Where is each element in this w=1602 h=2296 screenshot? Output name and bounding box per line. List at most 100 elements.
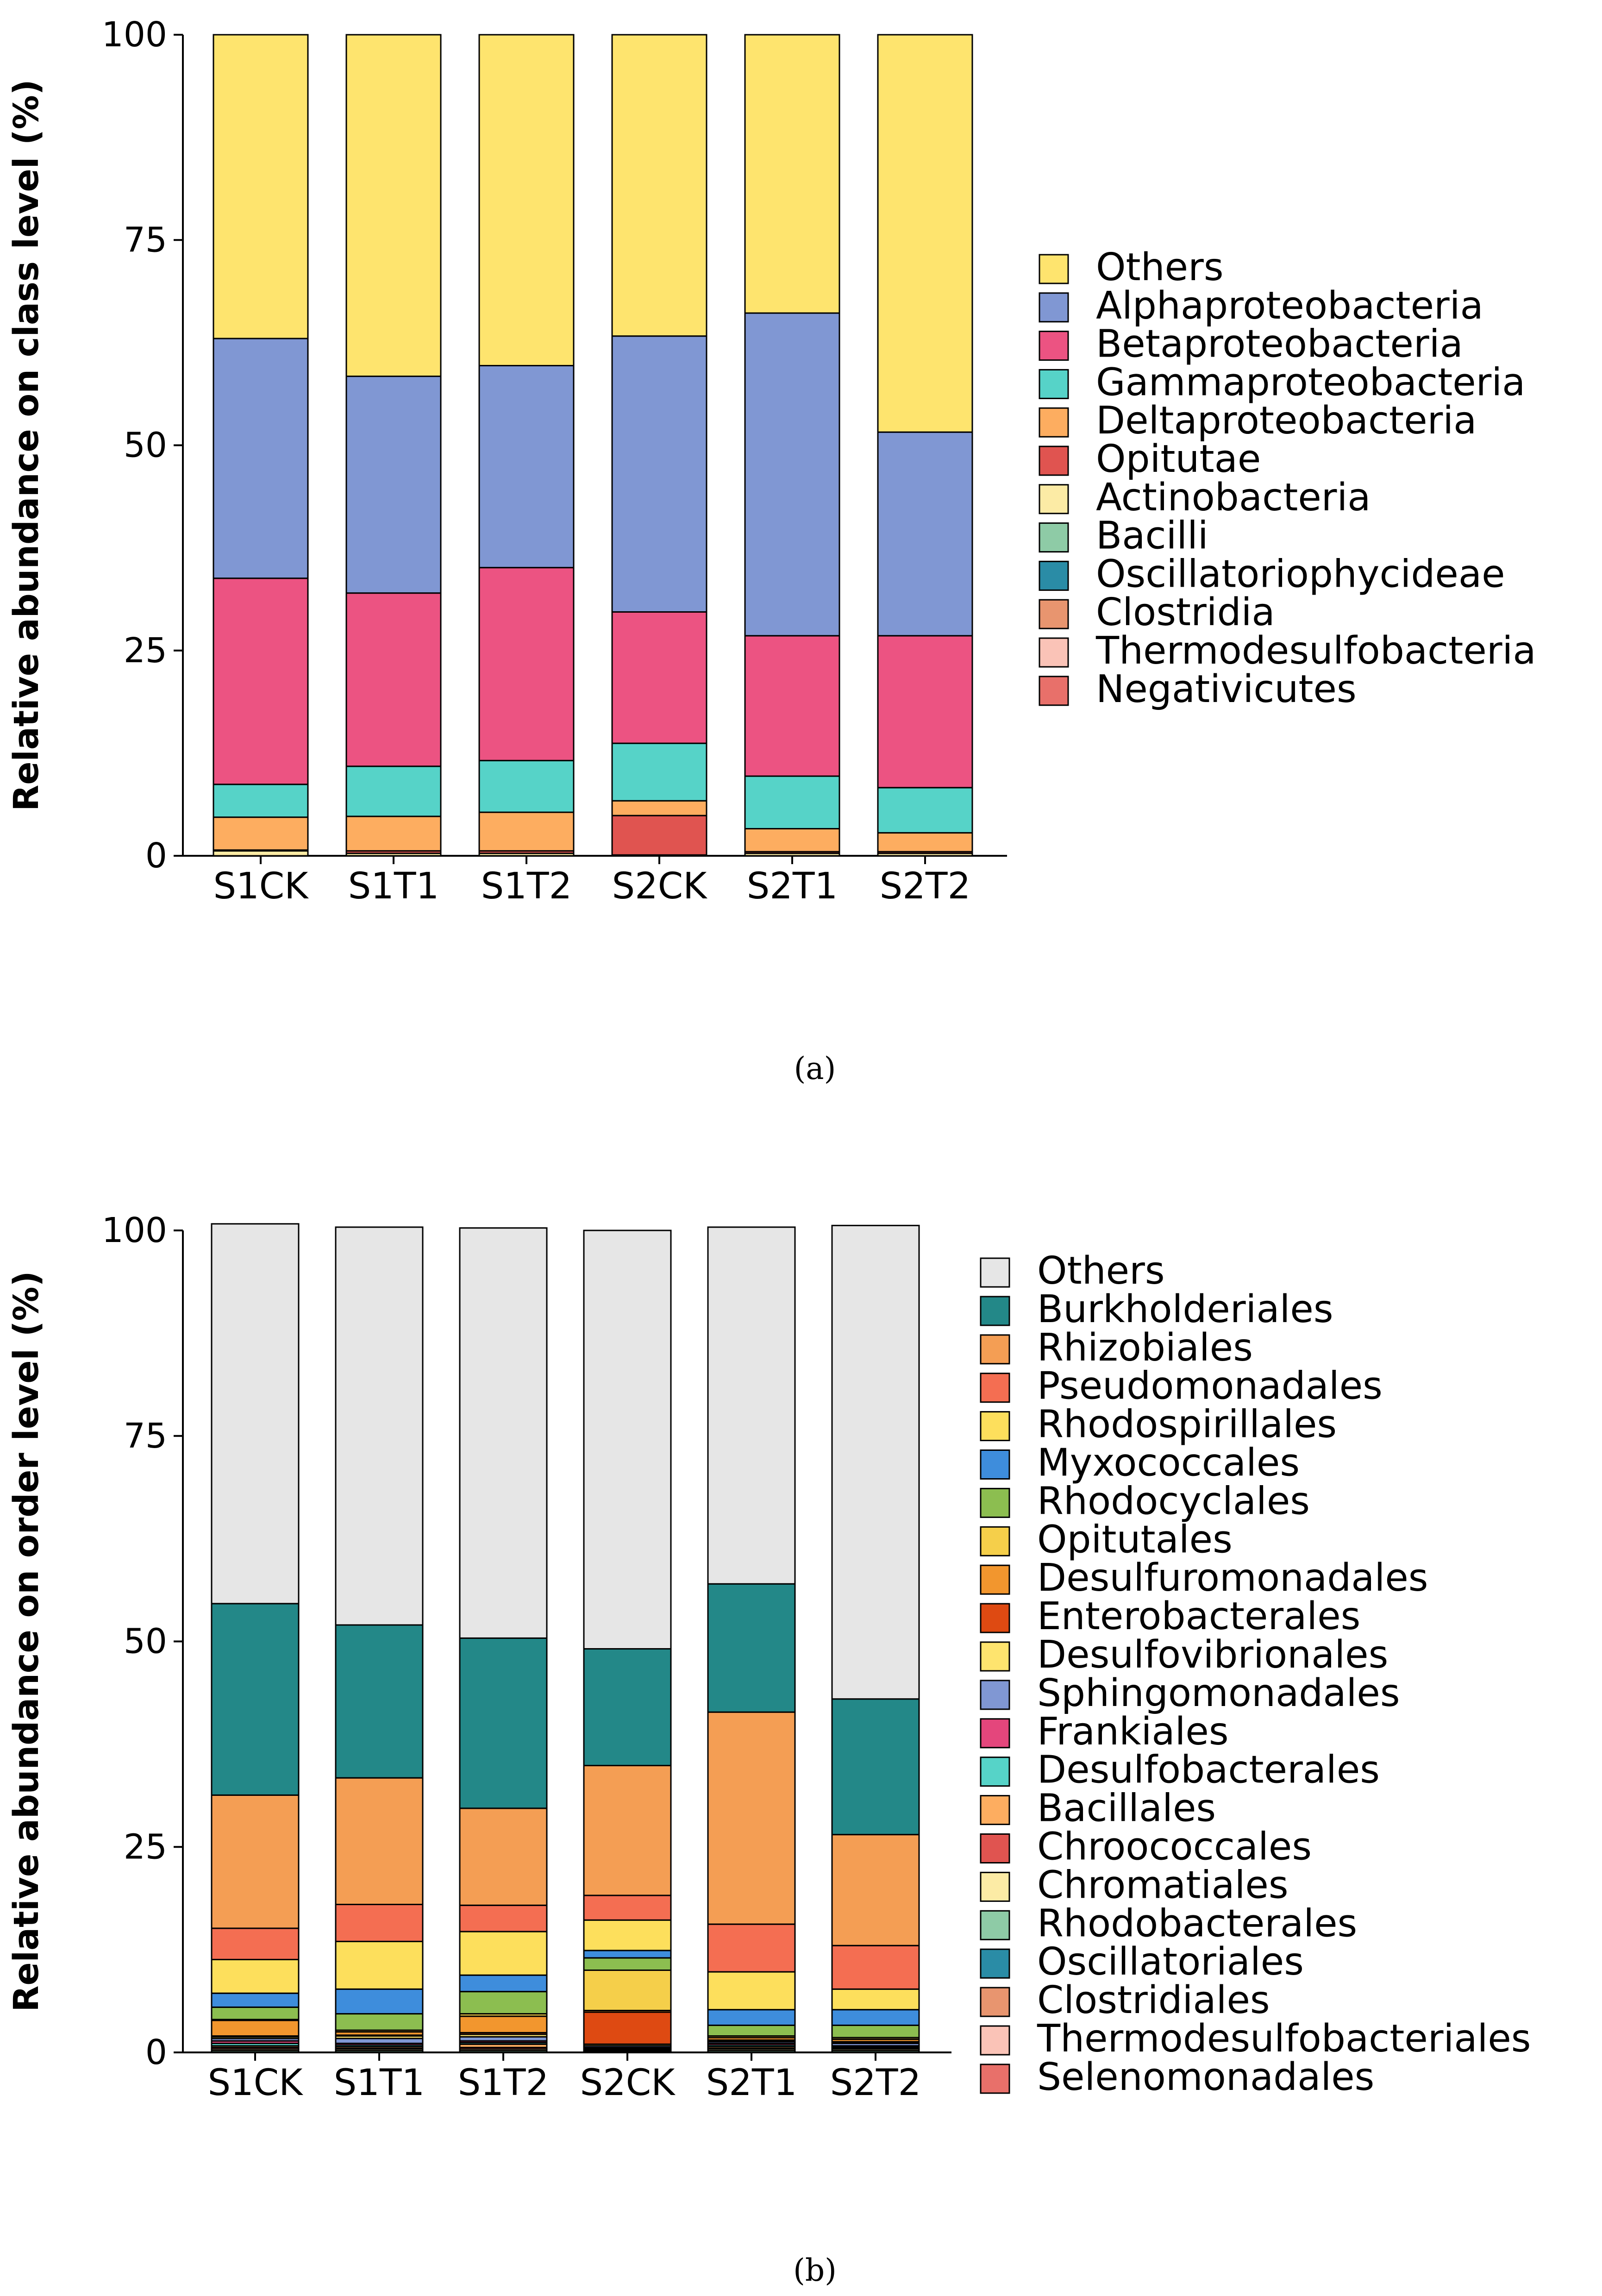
bar-segment-s1ck-gammaproteobacteria xyxy=(213,784,309,818)
legend-label-rhodobacterales: Rhodobacterales xyxy=(1037,1901,1357,1945)
legend-label-opitutales: Opitutales xyxy=(1037,1518,1233,1562)
bar-segment-s1ck-myxococcales xyxy=(211,1992,300,2008)
bar-segment-s2ck-enterobacterales xyxy=(583,2011,672,2045)
class-level-chart: 0 25 50 75 100 Relative abundance on class le… xyxy=(6,15,1536,907)
legend-label-bacilli: Bacilli xyxy=(1096,514,1208,558)
legend-swatch-enterobacterales xyxy=(980,1603,1010,1633)
x-tick-label: S1CK xyxy=(208,2062,304,2104)
bar-segment-s2t2-alphaproteobacteria xyxy=(877,431,973,637)
bar-segment-s1ck-rhizobiales xyxy=(211,1794,300,1929)
legend-swatch-gammaproteobacteria xyxy=(1039,369,1069,399)
legend-swatch-oscillatoriales xyxy=(980,1948,1010,1979)
bar-segment-s2t1-pseudomonadales xyxy=(707,1923,796,1973)
legend-swatch-rhizobiales xyxy=(980,1334,1010,1365)
bar-segment-s2t2-pseudomonadales xyxy=(831,1945,920,1990)
bar-segment-s1t2-others xyxy=(478,34,575,367)
legend-swatch-chroococcales xyxy=(980,1833,1010,1863)
legend-swatch-actinobacteria xyxy=(1039,484,1069,514)
bar-segment-s2t2-others xyxy=(831,1224,920,1700)
bar-segment-s2ck-alphaproteobacteria xyxy=(611,335,707,613)
y-tick-label: 0 xyxy=(145,2033,167,2072)
bar-segment-s1t2-gammaproteobacteria xyxy=(478,759,575,813)
legend-label-oscillatoriophycideae: Oscillatoriophycideae xyxy=(1096,552,1505,596)
legend-swatch-opitutales xyxy=(980,1526,1010,1556)
bar-segment-s2t2-rhodospirillales xyxy=(831,1988,920,2011)
legend-label-negativicutes: Negativicutes xyxy=(1096,667,1357,711)
legend-label-rhodocyclales: Rhodocyclales xyxy=(1037,1479,1310,1523)
y-tick-label: 100 xyxy=(102,1211,167,1250)
y-tick-label: 25 xyxy=(124,631,167,671)
bar-segment-s1t1-deltaproteobacteria xyxy=(345,816,442,852)
bar-segment-s1t1-sphingomonadales xyxy=(335,2038,424,2044)
legend-swatch-desulfobacterales xyxy=(980,1757,1010,1787)
bar-segment-s1ck-others xyxy=(211,1223,300,1605)
y-tick-label: 75 xyxy=(124,1416,167,1456)
legend-swatch-thermodesulfobacteria xyxy=(1039,637,1069,668)
legend-swatch-pseudomonadales xyxy=(980,1373,1010,1403)
bar-segment-s2ck-rhodospirillales xyxy=(583,1919,672,1951)
legend-swatch-desulfovibrionales xyxy=(980,1641,1010,1672)
legend-label-rhodospirillales: Rhodospirillales xyxy=(1037,1403,1337,1447)
bar-segment-s1t2-myxococcales xyxy=(459,1974,548,1993)
bar-segment-s2t1-rhizobiales xyxy=(707,1711,796,1925)
x-tick-label: S1T2 xyxy=(481,866,572,907)
bar-segment-s2ck-burkholderiales xyxy=(583,1648,672,1767)
legend-swatch-rhodospirillales xyxy=(980,1411,1010,1442)
bar-segment-s2t2-betaproteobacteria xyxy=(877,635,973,789)
bar-segment-s2t1-others xyxy=(744,34,840,314)
legend-swatch-alphaproteobacteria xyxy=(1039,292,1069,323)
legend-swatch-burkholderiales xyxy=(980,1296,1010,1326)
legend-label-thermodesulfobacteria: Thermodesulfobacteria xyxy=(1095,629,1536,673)
bar-segment-s2t2-rhodocyclales xyxy=(831,2024,920,2039)
bar-segment-s1ck-others xyxy=(213,34,309,339)
x-tick-label: S1T1 xyxy=(348,866,439,907)
x-tick-label: S1T2 xyxy=(458,2062,549,2104)
x-tick-label: S1T1 xyxy=(334,2062,425,2104)
legend-label-sphingomonadales: Sphingomonadales xyxy=(1037,1671,1400,1715)
bar-segment-s1ck-rhodospirillales xyxy=(211,1958,300,1994)
bar-segment-s2ck-gammaproteobacteria xyxy=(611,742,707,802)
legend-swatch-opitutae xyxy=(1039,445,1069,476)
bar-segment-s1t2-rhodospirillales xyxy=(459,1931,548,1976)
y-tick-label: 50 xyxy=(124,426,167,465)
legend-swatch-sphingomonadales xyxy=(980,1680,1010,1710)
legend-label-selenomonadales: Selenomonadales xyxy=(1037,2055,1374,2099)
x-tick-label: S2T2 xyxy=(830,2062,921,2104)
bar-segment-s2t2-myxococcales xyxy=(831,2009,920,2026)
bar-segment-s1t1-others xyxy=(345,34,442,377)
bar-segment-s2ck-myxococcales xyxy=(583,1950,672,1959)
bar-segment-s2t1-rhodocyclales xyxy=(707,2024,796,2037)
panel-a-label: (a) xyxy=(794,1051,836,1086)
bar-segment-s1ck-deltaproteobacteria xyxy=(213,816,309,851)
bar-segment-s2t2-deltaproteobacteria xyxy=(877,832,973,853)
legend-label-clostridia: Clostridia xyxy=(1096,590,1275,634)
legend-swatch-others xyxy=(980,1257,1010,1288)
bar-segment-s2ck-pseudomonadales xyxy=(583,1895,672,1921)
legend-swatch-selenomonadales xyxy=(980,2064,1010,2094)
bar-segment-s1t1-rhodospirillales xyxy=(335,1940,424,1990)
bar-segment-s1ck-desulfuromonadales xyxy=(211,2020,300,2037)
x-tick-label: S2CK xyxy=(580,2062,676,2104)
legend-label-gammaproteobacteria: Gammaproteobacteria xyxy=(1096,360,1525,404)
legend-label-bacillales: Bacillales xyxy=(1037,1787,1216,1831)
bar-segment-s1t2-burkholderiales xyxy=(459,1637,548,1809)
legend-swatch-bacilli xyxy=(1039,522,1069,553)
bar-segment-s2ck-others xyxy=(611,34,707,337)
legend-label-myxococcales: Myxococcales xyxy=(1037,1441,1300,1485)
bar-segment-s1ck-rhodocyclales xyxy=(211,2006,300,2020)
legend-label-pseudomonadales: Pseudomonadales xyxy=(1037,1364,1383,1408)
bar-segment-s2t1-deltaproteobacteria xyxy=(744,828,840,853)
y-tick-label: 75 xyxy=(124,220,167,260)
y-axis-title: Relative abundance on order level (%) xyxy=(6,1271,46,2012)
legend-swatch-chromatiales xyxy=(980,1871,1010,1902)
bar-segment-s2ck-betaproteobacteria xyxy=(611,611,707,744)
x-tick-label: S1CK xyxy=(213,866,309,907)
bar-segment-s1ck-betaproteobacteria xyxy=(213,577,309,785)
bar-segment-s2ck-others xyxy=(583,1230,672,1650)
bar-segment-s2ck-opitutae xyxy=(611,815,707,856)
legend-swatch-desulfuromonadales xyxy=(980,1564,1010,1595)
legend-label-thermodesulfobacteriales: Thermodesulfobacteriales xyxy=(1037,2017,1531,2061)
legend-swatch-rhodocyclales xyxy=(980,1487,1010,1518)
x-tick-label: S2T1 xyxy=(706,2062,797,2104)
bar-segment-s2t2-rhizobiales xyxy=(831,1834,920,1946)
